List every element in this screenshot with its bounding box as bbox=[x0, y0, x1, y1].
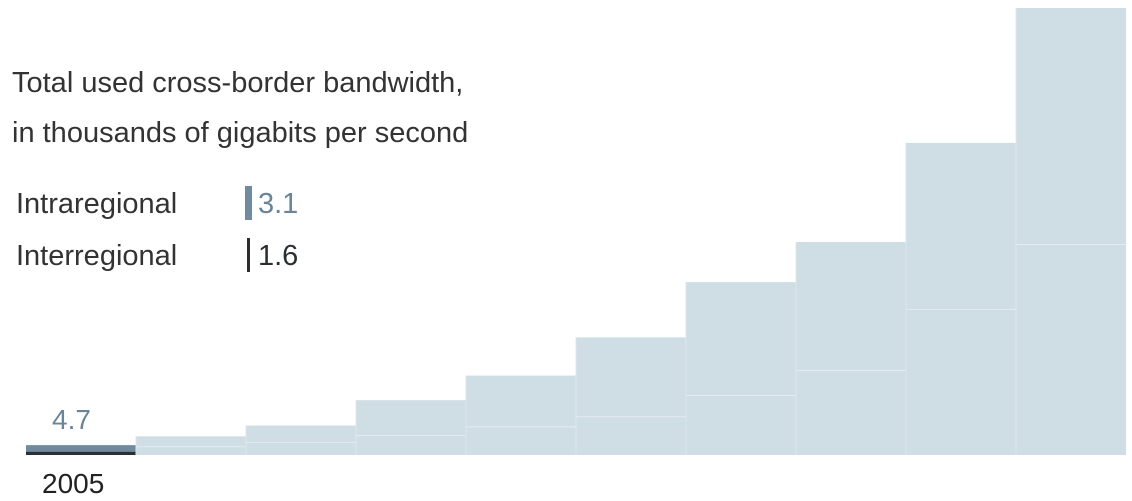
bar-interregional-2009 bbox=[466, 426, 576, 455]
bar-interregional-2013 bbox=[906, 309, 1016, 455]
chart-title-line-1: Total used cross-border bandwidth, bbox=[12, 67, 464, 99]
bar-intraregional-2008 bbox=[356, 400, 466, 436]
legend-label-intraregional: Intraregional bbox=[16, 188, 178, 220]
legend-swatch-interregional bbox=[247, 238, 250, 272]
bar-interregional-2010 bbox=[576, 416, 686, 455]
bar-interregional-2005 bbox=[26, 451, 136, 455]
bar-intraregional-2005 bbox=[26, 445, 136, 452]
bar-interregional-2008 bbox=[356, 435, 466, 455]
bar-intraregional-2006 bbox=[136, 436, 246, 447]
bar-intraregional-2009 bbox=[466, 375, 576, 427]
legend-swatch-intraregional bbox=[245, 186, 252, 220]
bar-interregional-2006 bbox=[136, 446, 246, 455]
chart-title: Total used cross-border bandwidth, in th… bbox=[12, 58, 468, 158]
bar-intraregional-2011 bbox=[686, 282, 796, 396]
legend-value-intraregional: 3.1 bbox=[258, 188, 299, 220]
bar-interregional-2007 bbox=[246, 442, 356, 455]
bar-intraregional-2014 bbox=[1016, 8, 1126, 245]
first-bar-total-label: 4.7 bbox=[52, 404, 91, 435]
x-tick-label-2005: 2005 bbox=[42, 468, 105, 499]
bar-intraregional-2010 bbox=[576, 337, 686, 417]
bar-intraregional-2013 bbox=[906, 142, 1016, 310]
bars-group bbox=[26, 8, 1126, 455]
legend-label-interregional: Interregional bbox=[16, 240, 178, 272]
bar-interregional-2012 bbox=[796, 370, 906, 455]
bar-interregional-2011 bbox=[686, 395, 796, 455]
legend-value-interregional: 1.6 bbox=[258, 240, 299, 272]
bar-intraregional-2007 bbox=[246, 425, 356, 443]
bar-interregional-2014 bbox=[1016, 244, 1126, 455]
chart-title-line-2: in thousands of gigabits per second bbox=[12, 117, 469, 149]
bar-intraregional-2012 bbox=[796, 242, 906, 371]
